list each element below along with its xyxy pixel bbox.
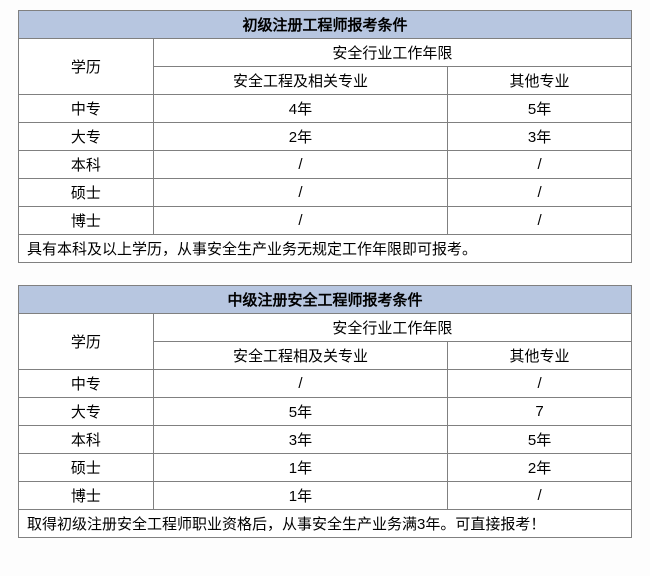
other-cell: 3年 xyxy=(448,123,632,151)
table2-footnote: 取得初级注册安全工程师职业资格后，从事安全生产业务满3年。可直接报考！ xyxy=(19,510,632,538)
major-cell: 1年 xyxy=(153,482,447,510)
table1-header-row1: 学历 安全行业工作年限 xyxy=(19,39,632,67)
edu-cell: 大专 xyxy=(19,398,154,426)
table-row: 博士 1年 / xyxy=(19,482,632,510)
edu-cell: 博士 xyxy=(19,482,154,510)
table1-footnote: 具有本科及以上学历，从事安全生产业务无规定工作年限即可报考。 xyxy=(19,235,632,263)
other-cell: / xyxy=(448,370,632,398)
other-cell: / xyxy=(448,207,632,235)
major-cell: 3年 xyxy=(153,426,447,454)
table-row: 大专 5年 7 xyxy=(19,398,632,426)
table1-major-header: 安全工程及相关专业 xyxy=(153,67,447,95)
table-row: 中专 4年 5年 xyxy=(19,95,632,123)
table-row: 硕士 / / xyxy=(19,179,632,207)
other-cell: / xyxy=(448,179,632,207)
other-cell: / xyxy=(448,151,632,179)
table-row: 中专 / / xyxy=(19,370,632,398)
table2-major-header: 安全工程相及关专业 xyxy=(153,342,447,370)
other-cell: / xyxy=(448,482,632,510)
edu-cell: 大专 xyxy=(19,123,154,151)
major-cell: / xyxy=(153,151,447,179)
table1-footnote-row: 具有本科及以上学历，从事安全生产业务无规定工作年限即可报考。 xyxy=(19,235,632,263)
edu-cell: 本科 xyxy=(19,151,154,179)
edu-cell: 博士 xyxy=(19,207,154,235)
other-cell: 5年 xyxy=(448,95,632,123)
table2-other-header: 其他专业 xyxy=(448,342,632,370)
intermediate-engineer-table: 中级注册安全工程师报考条件 学历 安全行业工作年限 安全工程相及关专业 其他专业… xyxy=(18,285,632,538)
table-row: 博士 / / xyxy=(19,207,632,235)
table1-edu-header: 学历 xyxy=(19,39,154,95)
major-cell: / xyxy=(153,370,447,398)
edu-cell: 中专 xyxy=(19,370,154,398)
major-cell: 2年 xyxy=(153,123,447,151)
edu-cell: 硕士 xyxy=(19,454,154,482)
table-row: 本科 / / xyxy=(19,151,632,179)
other-cell: 2年 xyxy=(448,454,632,482)
table2-title: 中级注册安全工程师报考条件 xyxy=(19,286,632,314)
table1-title: 初级注册工程师报考条件 xyxy=(19,11,632,39)
major-cell: / xyxy=(153,179,447,207)
table2-edu-header: 学历 xyxy=(19,314,154,370)
major-cell: 4年 xyxy=(153,95,447,123)
junior-engineer-table: 初级注册工程师报考条件 学历 安全行业工作年限 安全工程及相关专业 其他专业 中… xyxy=(18,10,632,263)
table1-years-header: 安全行业工作年限 xyxy=(153,39,631,67)
table2-header-row1: 学历 安全行业工作年限 xyxy=(19,314,632,342)
table2-years-header: 安全行业工作年限 xyxy=(153,314,631,342)
table1-title-row: 初级注册工程师报考条件 xyxy=(19,11,632,39)
table-row: 大专 2年 3年 xyxy=(19,123,632,151)
table1-other-header: 其他专业 xyxy=(448,67,632,95)
table-row: 本科 3年 5年 xyxy=(19,426,632,454)
edu-cell: 中专 xyxy=(19,95,154,123)
table2-title-row: 中级注册安全工程师报考条件 xyxy=(19,286,632,314)
major-cell: / xyxy=(153,207,447,235)
major-cell: 5年 xyxy=(153,398,447,426)
other-cell: 7 xyxy=(448,398,632,426)
table2-footnote-row: 取得初级注册安全工程师职业资格后，从事安全生产业务满3年。可直接报考！ xyxy=(19,510,632,538)
edu-cell: 硕士 xyxy=(19,179,154,207)
major-cell: 1年 xyxy=(153,454,447,482)
table-row: 硕士 1年 2年 xyxy=(19,454,632,482)
edu-cell: 本科 xyxy=(19,426,154,454)
other-cell: 5年 xyxy=(448,426,632,454)
